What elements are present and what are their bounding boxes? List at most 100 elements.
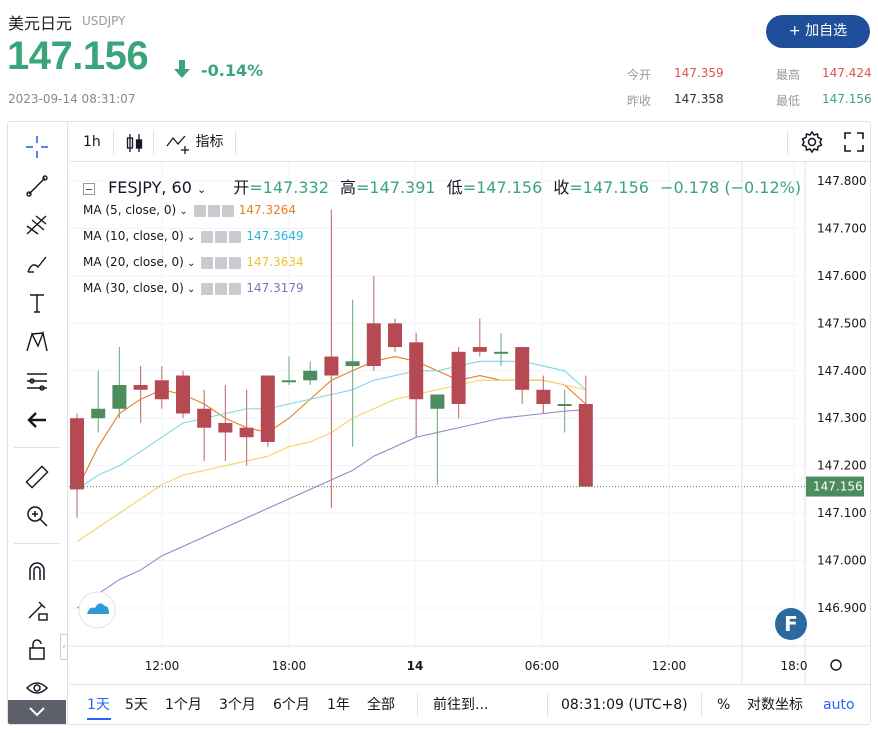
candle-body [133,385,148,390]
quote-header: 美元日元 USDJPY 147.156 -0.14% 2023-09-14 08… [0,0,878,118]
percent-toggle[interactable]: % [717,697,731,713]
candle-body [91,408,106,419]
candle-body [154,380,169,400]
price-tick-label: 147.400 [817,364,867,378]
candle-body [409,342,424,400]
chart-bottombar: 1天 5天 1个月 3个月 6个月 1年 全部 前往到... 08:31:09 … [69,684,870,724]
topbar-divider [153,130,154,154]
chevron-down-icon[interactable]: ⌄ [176,206,188,217]
ruler-tool[interactable] [22,462,52,492]
fullscreen-icon [844,132,864,152]
eye-tool[interactable] [22,673,52,703]
fib-icon [26,215,47,235]
chart-widget: ‹ 1h 指标 147.800 147.700 147.600 147.500 147.… [7,121,871,725]
range-all[interactable]: 全部 [367,697,395,713]
magnet-tool[interactable] [22,556,52,586]
candle-body [494,351,508,354]
crosshair-icon [26,136,48,158]
price-tick-label: 146.900 [817,601,867,615]
legend-close: =147.156 [569,178,649,197]
ohlc-legend: FESJPY, 60 ⌄ 开=147.332 高=147.391 低=147.1… [83,174,801,198]
f-badge [775,608,807,640]
brush-tool[interactable] [22,249,52,279]
fullscreen-button[interactable] [843,129,865,155]
chevron-down-icon[interactable]: ⌄ [183,232,196,243]
legend-high-label: 高 [339,178,356,197]
topbar-divider [235,130,236,154]
auto-scale-toggle[interactable]: auto [823,697,855,713]
back-button[interactable] [22,405,52,435]
time-tick-label: 18:0 [781,659,808,673]
unlock-tool[interactable] [22,634,52,664]
price-tick-label: 147.200 [817,459,867,473]
legend-low: =147.156 [462,178,543,197]
low-label: 最低 [776,94,801,108]
lock-pencil-icon [28,601,48,621]
legend-high: =147.391 [356,178,436,197]
interval-button[interactable]: 1h [83,134,101,150]
crosshair-tool[interactable] [22,132,52,162]
chevron-down-icon[interactable]: ⌄ [183,258,196,269]
cloud-icon [87,603,109,614]
last-price-tag [806,476,864,497]
measure-lines-tool[interactable] [22,366,52,396]
price-tick-label: 147.800 [817,174,867,188]
candle-body [239,427,254,438]
bottombar-divider [701,693,702,717]
chart-type-button[interactable] [125,122,145,162]
time-tick-label: 12:00 [652,659,687,673]
pattern-tool[interactable] [22,327,52,357]
add-watchlist-button[interactable]: + 加自选 [766,15,870,48]
candle-body [345,361,360,367]
range-1d[interactable]: 1天 [87,697,110,713]
magnet-icon [29,562,45,580]
price-tick-label: 147.600 [817,269,867,283]
topbar-divider [113,130,114,154]
time-tick-label: 14 [407,659,424,673]
price-tick-label: 147.700 [817,221,867,235]
high-label: 最高 [776,68,801,82]
price-chart[interactable]: 147.800 147.700 147.600 147.500 147.400 147.3… [69,162,870,684]
chevron-down-icon[interactable]: ⌄ [183,284,196,295]
range-1y[interactable]: 1年 [327,697,350,713]
range-6m[interactable]: 6个月 [273,697,310,713]
candle-body [112,385,127,409]
toolbar-toggle-tab[interactable]: ‹ [60,634,68,660]
goto-button[interactable]: 前往到... [433,697,489,713]
legend-symbol: FESJPY, 60 [108,178,192,197]
candle-body [197,408,212,428]
ma-visibility-settings-close-icons[interactable] [201,282,243,296]
collapse-toolbar-button[interactable] [8,700,66,724]
lock-drawings-tool[interactable] [22,595,52,625]
fib-tool[interactable] [22,210,52,240]
range-5d[interactable]: 5天 [125,697,148,713]
ma-visibility-settings-close-icons[interactable] [201,256,243,270]
settings-button[interactable] [800,129,824,155]
range-1m[interactable]: 1个月 [165,697,202,713]
ma-visibility-settings-close-icons[interactable] [193,204,236,218]
low-value: 147.156 [822,92,872,106]
ma-legend-row: MA (5, close, 0) ⌄ 147.3264 [83,203,296,218]
candle-body [388,323,402,348]
clock-timezone[interactable]: 08:31:09 (UTC+8) [561,697,688,713]
indicators-button[interactable]: 指标 [165,122,223,162]
ma-legend-value: 147.3649 [246,229,304,243]
last-price-label: 147.156 [813,480,863,494]
candle-body [515,347,530,390]
ma-visibility-settings-close-icons[interactable] [201,230,243,244]
candle-body [218,422,233,433]
ma-legend-value: 147.3264 [238,203,297,217]
legend-collapse-icon[interactable] [83,182,95,195]
drawing-toolbar: ‹ [8,122,68,724]
text-tool[interactable] [22,288,52,318]
range-3m[interactable]: 3个月 [219,697,256,713]
indicators-icon [166,135,189,154]
prev-close-value: 147.358 [674,92,724,106]
price-tick-label: 147.100 [817,506,867,520]
trend-line-tool[interactable] [22,171,52,201]
log-scale-toggle[interactable]: 对数坐标 [747,697,803,713]
time-tick-label: 18:00 [272,659,307,673]
zoom-tool[interactable] [22,501,52,531]
chevron-down-icon[interactable]: ⌄ [196,183,207,196]
ma-legend-row: MA (20, close, 0) ⌄ 147.3634 [83,255,304,270]
